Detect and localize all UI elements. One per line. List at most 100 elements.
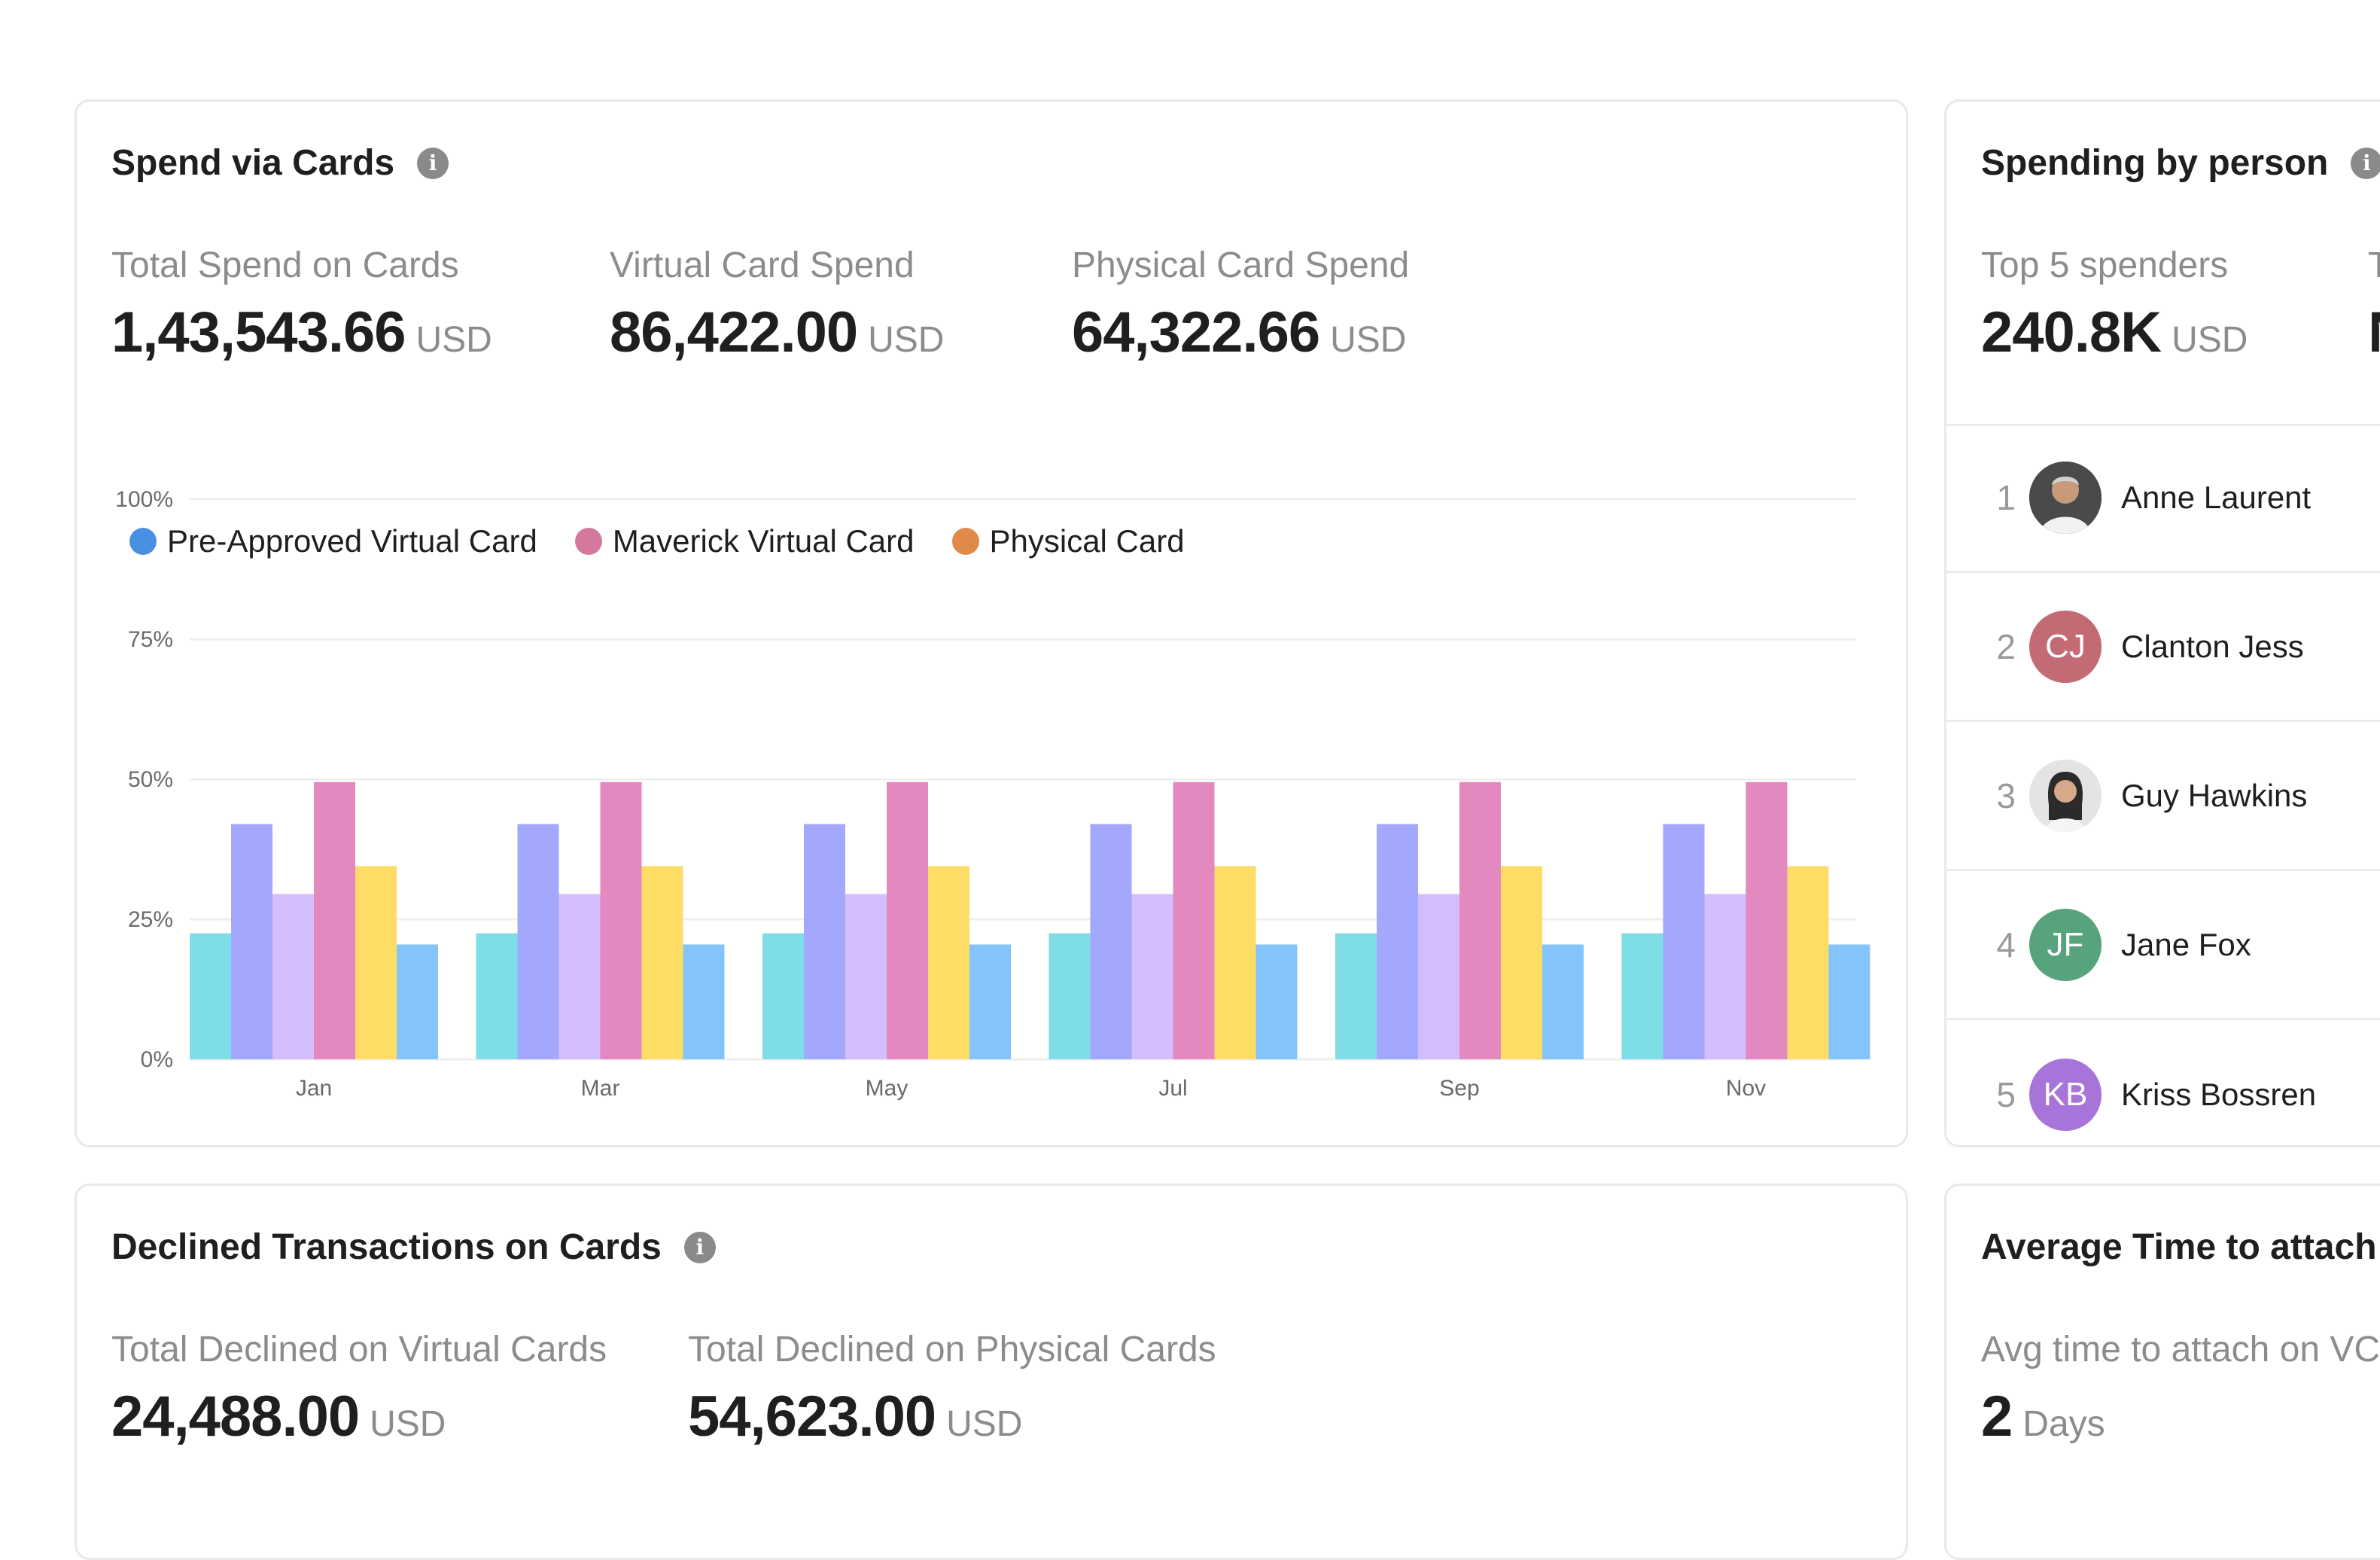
stat-physical-spend: Physical Card Spend 64,322.66 USD xyxy=(1072,245,1409,365)
stat-avg-time: Avg time to attach on VC 2 Days xyxy=(1981,1329,2380,1449)
bar[interactable] xyxy=(476,933,518,1059)
bar[interactable] xyxy=(190,933,231,1059)
bar[interactable] xyxy=(1090,824,1132,1059)
legend-item-physical[interactable]: Physical Card xyxy=(951,523,1185,559)
stat-unit: Days xyxy=(2022,1404,2105,1444)
bar[interactable] xyxy=(355,866,397,1059)
declined-transactions-card: Declined Transactions on Cards i Total D… xyxy=(75,1184,1908,1560)
person-row[interactable]: 1 Anne Laurent xyxy=(1946,424,2380,573)
declined-card-title: Declined Transactions on Cards xyxy=(111,1227,662,1267)
person-name: Clanton Jess xyxy=(2121,628,2304,664)
stat-second-partial: T N xyxy=(2368,245,2380,365)
y-tick-label: 100% xyxy=(115,487,173,512)
bar[interactable] xyxy=(397,944,438,1059)
stat-unit: USD xyxy=(370,1404,446,1444)
legend-item-maverick[interactable]: Maverick Virtual Card xyxy=(574,523,915,559)
bar[interactable] xyxy=(1542,944,1584,1059)
stat-label: Top 5 spenders xyxy=(1981,245,2229,285)
bar[interactable] xyxy=(969,944,1011,1059)
stat-total-spend: Total Spend on Cards 1,43,543.66 USD xyxy=(111,245,492,365)
person-row[interactable]: 2 CJ Clanton Jess xyxy=(1946,573,2380,722)
bar[interactable] xyxy=(272,894,314,1059)
stat-value: 1,43,543.66 xyxy=(111,300,406,364)
bar[interactable] xyxy=(1787,866,1829,1059)
x-tick-label: Jul xyxy=(1158,1076,1187,1101)
avg-card-header: Average Time to attach xyxy=(1981,1226,2377,1268)
legend-item-pre-approved[interactable]: Pre-Approved Virtual Card xyxy=(129,523,537,559)
bar[interactable] xyxy=(1418,894,1459,1059)
bar[interactable] xyxy=(1663,824,1705,1059)
bar[interactable] xyxy=(887,782,928,1059)
info-icon[interactable]: i xyxy=(683,1231,716,1263)
bar[interactable] xyxy=(845,894,887,1059)
person-row[interactable]: 5 KB Kriss Bossren xyxy=(1946,1020,2380,1169)
person-card-header: Spending by person i xyxy=(1981,142,2380,184)
bar[interactable] xyxy=(1335,933,1377,1059)
stat-label: Virtual Card Spend xyxy=(610,245,915,285)
bar[interactable] xyxy=(683,944,725,1059)
bar[interactable] xyxy=(314,782,355,1059)
legend-label: Physical Card xyxy=(989,523,1185,559)
person-name: Jane Fox xyxy=(2121,926,2251,962)
bar[interactable] xyxy=(1621,933,1663,1059)
spend-card-header: Spend via Cards i xyxy=(111,142,449,184)
bar[interactable] xyxy=(1745,782,1788,1059)
stat-unit: USD xyxy=(946,1404,1023,1444)
stat-label: Avg time to attach on VC xyxy=(1981,1330,2380,1370)
person-rank: 3 xyxy=(1996,775,2016,815)
x-tick-label: May xyxy=(866,1076,908,1101)
bar[interactable] xyxy=(231,824,272,1059)
bar[interactable] xyxy=(804,824,845,1059)
bar[interactable] xyxy=(1131,894,1173,1059)
bar[interactable] xyxy=(1501,866,1542,1059)
bar[interactable] xyxy=(762,933,804,1059)
stat-declined-virtual: Total Declined on Virtual Cards 24,488.0… xyxy=(111,1329,607,1449)
person-name: Anne Laurent xyxy=(2121,479,2312,515)
legend-label: Maverick Virtual Card xyxy=(612,523,915,559)
avg-card-title: Average Time to attach xyxy=(1981,1227,2377,1267)
x-tick-label: Sep xyxy=(1439,1076,1479,1101)
stat-label: Physical Card Spend xyxy=(1072,245,1410,285)
bar[interactable] xyxy=(641,866,683,1059)
bar[interactable] xyxy=(1377,824,1418,1059)
bar[interactable] xyxy=(1704,894,1746,1059)
info-icon[interactable]: i xyxy=(2351,147,2380,179)
person-row[interactable]: 4 JF Jane Fox xyxy=(1946,871,2380,1020)
x-tick-label: Mar xyxy=(581,1076,620,1101)
person-name: Kriss Bossren xyxy=(2121,1077,2317,1112)
spend-card-title: Spend via Cards xyxy=(111,143,395,183)
bar[interactable] xyxy=(1173,782,1215,1059)
stat-value: 64,322.66 xyxy=(1072,300,1320,364)
bar[interactable] xyxy=(1048,933,1091,1059)
bar[interactable] xyxy=(600,782,642,1059)
list-divider xyxy=(1946,424,2380,426)
avatar: JF xyxy=(2029,908,2102,981)
bar[interactable] xyxy=(517,824,559,1059)
stat-value: 54,623.00 xyxy=(688,1385,936,1449)
bar[interactable] xyxy=(928,866,969,1059)
stat-unit: USD xyxy=(868,320,945,360)
bar[interactable] xyxy=(1828,944,1870,1059)
stat-value: 86,422.00 xyxy=(610,300,858,364)
y-tick-label: 75% xyxy=(128,627,173,652)
person-rank: 5 xyxy=(1996,1075,2016,1114)
bar[interactable] xyxy=(1214,866,1256,1059)
info-icon[interactable]: i xyxy=(417,147,449,179)
stat-label: Total Declined on Physical Cards xyxy=(688,1330,1216,1370)
bar[interactable] xyxy=(558,894,601,1059)
legend-label: Pre-Approved Virtual Card xyxy=(167,523,537,559)
spending-by-person-card: Spending by person i Top 5 spenders 240.… xyxy=(1944,99,2380,1147)
stat-unit: USD xyxy=(2172,320,2248,360)
stat-label: T xyxy=(2368,245,2380,285)
bar[interactable] xyxy=(1255,944,1298,1059)
legend-dot xyxy=(574,528,602,555)
bar[interactable] xyxy=(1459,782,1501,1059)
stat-value: 2 xyxy=(1981,1385,2013,1449)
declined-card-header: Declined Transactions on Cards i xyxy=(111,1226,716,1268)
y-tick-label: 50% xyxy=(128,767,173,792)
legend-dot xyxy=(129,528,157,555)
legend-dot xyxy=(951,528,979,555)
person-row[interactable]: 3 Guy Hawkins xyxy=(1946,722,2380,871)
avatar xyxy=(2029,461,2102,534)
y-tick-label: 25% xyxy=(128,907,173,932)
